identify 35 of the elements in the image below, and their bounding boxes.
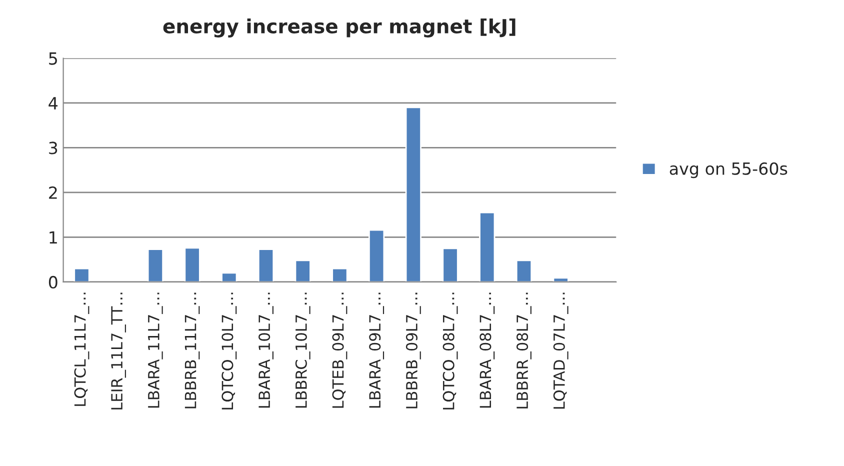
bar [74,268,90,282]
x-tick-label: LBBRB_11L7_… [184,292,200,408]
x-tick-label: LQTCO_10L7_… [222,292,237,410]
bar [479,212,496,282]
bar [332,268,348,282]
bar [294,260,311,282]
chart-title: energy increase per magnet [kJ] [163,18,516,38]
y-tick-label: 2 [49,186,57,199]
x-tick-label: LBARA_09L7_… [369,292,384,408]
x-tick-label: LBARA_11L7_… [148,292,163,408]
bar [184,247,200,282]
x-tick-label: LQTCO_08L7_… [442,292,458,410]
x-tick-label: LQTAD_07L7_… [553,292,568,409]
bar [368,229,385,282]
y-tick-label: 5 [49,52,57,65]
x-tick-label: LBBRB_09L7_… [406,292,421,408]
y-tick-label: 0 [48,276,58,288]
bar [405,106,422,282]
y-tick-label: 3 [49,142,58,154]
y-tick-label: 1 [50,231,57,244]
bar [258,248,274,282]
bar [442,248,458,282]
x-tick-label: LBARA_10L7_… [258,292,274,408]
x-tick-label: LBARA_08L7_… [480,292,495,408]
legend-label: avg on 55-60s [670,162,788,178]
bar [147,248,164,282]
x-tick-label: LEIR_11L7_TT… [111,292,126,410]
bar [552,277,569,282]
x-tick-label: LBBRR_08L7_… [516,292,532,408]
x-tick-label: LQTEB_09L7_… [332,292,348,408]
bar [221,272,238,282]
x-tick-label: LQTCL_11L7_… [74,292,90,406]
x-tick-label: LBBRC_10L7_… [295,292,310,408]
y-tick-label: 4 [48,97,58,110]
bar [516,260,532,282]
